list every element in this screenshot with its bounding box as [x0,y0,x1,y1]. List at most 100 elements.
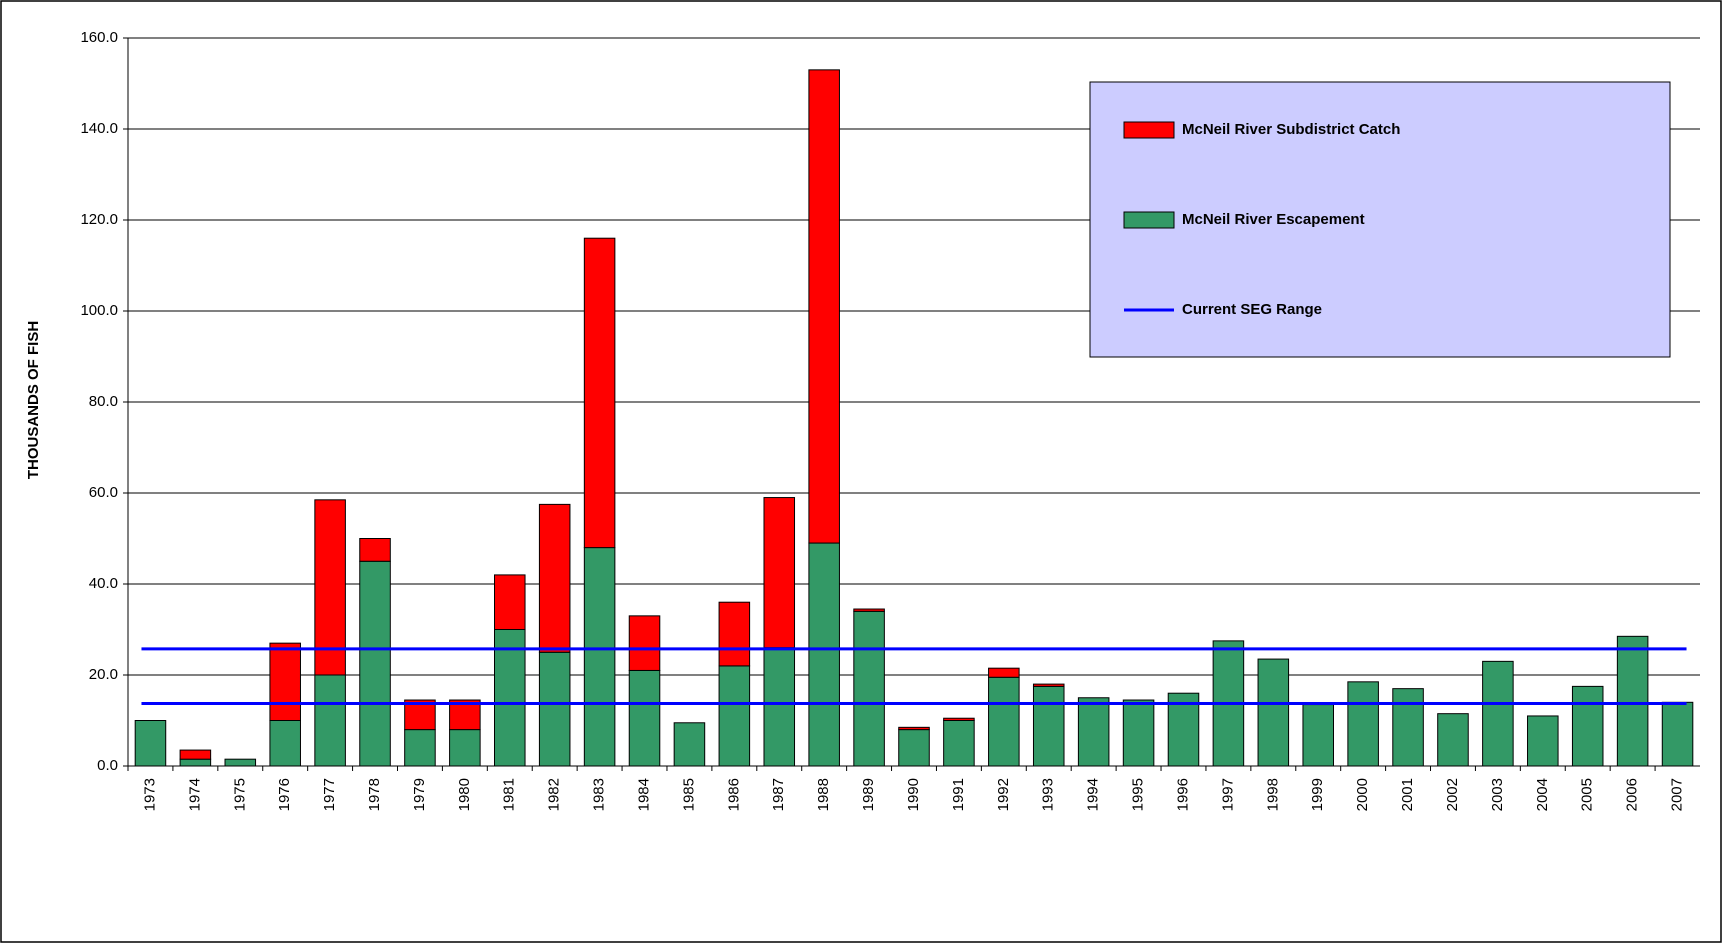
bar-segment [763,497,796,649]
bar-segment [808,69,840,544]
x-tick-label: 1980 [456,778,473,811]
x-tick-label: 2001 [1399,778,1416,811]
bar-segment [583,547,616,767]
x-tick-label: 2002 [1444,778,1461,811]
y-tick-label: 0.0 [97,757,118,774]
bar-segment [1122,699,1155,767]
y-tick-label: 100.0 [80,302,118,319]
y-axis-label: THOUSANDS OF FISH [25,321,42,479]
bar-segment [404,729,436,767]
x-tick-label: 1992 [995,778,1012,811]
bar-segment [988,676,1020,767]
bar-segment [943,717,975,721]
bar-segment [853,610,885,767]
x-tick-label: 1991 [950,778,967,811]
x-tick-label: 1987 [770,778,787,811]
y-tick-label: 40.0 [89,575,118,592]
bar-segment [673,722,706,767]
bar-segment [538,651,571,767]
bar-segment [1392,688,1424,767]
x-tick-label: 1979 [411,778,428,811]
bar-segment [763,647,796,767]
x-tick-label: 1985 [680,778,697,811]
bar-segment [583,237,616,549]
bar-segment [1257,658,1290,767]
y-tick-label: 60.0 [89,484,118,501]
x-tick-label: 1983 [591,778,608,811]
x-tick-label: 1984 [635,778,652,811]
bar-segment [449,699,481,731]
y-tick-label: 20.0 [89,666,118,683]
x-tick-label: 1995 [1130,778,1147,811]
bar-segment [943,720,975,767]
legend-label: McNeil River Escapement [1182,211,1365,228]
bar-segment [538,503,571,653]
bar-segment [179,758,212,767]
x-tick-label: 1989 [860,778,877,811]
x-tick-label: 1997 [1219,778,1236,811]
legend-label: Current SEG Range [1182,301,1322,318]
y-tick-label: 120.0 [80,211,118,228]
x-tick-label: 1973 [141,778,158,811]
x-tick-label: 1981 [501,778,518,811]
x-tick-label: 1994 [1085,778,1102,811]
x-tick-label: 1982 [546,778,563,811]
x-tick-label: 1977 [321,778,338,811]
y-tick-label: 80.0 [89,393,118,410]
bar-segment [494,574,526,631]
y-tick-label: 140.0 [80,120,118,137]
bar-segment [1032,685,1065,767]
x-tick-label: 1986 [725,778,742,811]
bar-segment [314,499,346,676]
x-tick-label: 1978 [366,778,383,811]
bar-segment [359,560,391,767]
bar-segment [628,669,661,767]
x-tick-label: 1976 [276,778,293,811]
bar-segment [359,538,391,562]
bar-segment [628,615,661,671]
bar-segment [1032,683,1065,687]
bar-segment [808,542,840,767]
bar-segment [898,726,930,731]
legend-box [1089,81,1671,358]
x-tick-label: 2003 [1489,778,1506,811]
x-tick-label: 2000 [1354,778,1371,811]
x-tick-label: 1974 [186,778,203,811]
bar-segment [1437,713,1469,767]
legend-swatch [1123,211,1175,229]
bar-segment [1527,715,1559,767]
bar-segment [1077,697,1110,767]
bar-segment [853,608,885,612]
x-tick-label: 1996 [1174,778,1191,811]
y-tick-label: 160.0 [80,29,118,46]
bar-segment [224,758,257,767]
bar-segment [718,665,751,767]
bar-segment [988,667,1020,678]
x-tick-label: 1998 [1264,778,1281,811]
legend-swatch [1123,121,1175,139]
bar-segment [269,642,301,722]
x-tick-label: 2005 [1579,778,1596,811]
legend-label: McNeil River Subdistrict Catch [1182,121,1400,138]
x-tick-label: 2007 [1669,778,1686,811]
x-tick-label: 1993 [1040,778,1057,811]
bar-segment [1661,701,1694,767]
bar-segment [314,674,346,767]
bar-segment [1347,681,1379,767]
bar-segment [1302,704,1334,767]
bar-segment [1167,692,1200,767]
bar-segment [898,729,930,767]
bar-segment [718,601,751,667]
bar-segment [1616,635,1649,767]
bar-segment [269,720,301,767]
x-tick-label: 1975 [231,778,248,811]
bar-segment [1571,685,1604,767]
bar-segment [134,720,167,767]
x-tick-label: 1990 [905,778,922,811]
x-tick-label: 1988 [815,778,832,811]
bar-segment [179,749,212,760]
bar-segment [494,629,526,767]
bar-segment [449,729,481,767]
x-tick-label: 1999 [1309,778,1326,811]
